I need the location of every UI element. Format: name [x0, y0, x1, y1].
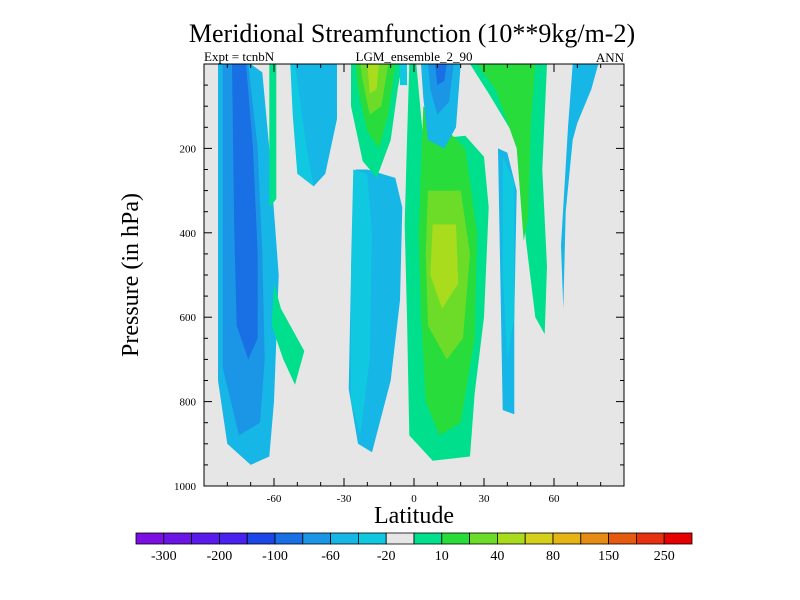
colorbar-swatch — [191, 532, 220, 545]
colorbar-swatch — [580, 532, 609, 545]
y-axis-label: Pressure (in hPa) — [118, 193, 144, 357]
colorbar-swatch — [552, 532, 582, 545]
x-axis-label: Latitude — [374, 503, 454, 529]
subtitle-season: ANN — [596, 50, 625, 65]
colorbar-swatch — [496, 532, 526, 545]
x-tick-label: -30 — [337, 493, 352, 505]
colorbar-swatch — [413, 532, 443, 545]
colorbar-swatch — [441, 532, 470, 545]
colorbar-label: 80 — [546, 549, 560, 564]
x-tick-label: 0 — [411, 493, 417, 505]
colorbar: -300 -200 -100 -60 -20 10 40 80 150 250 — [135, 532, 693, 564]
colorbar-label: 10 — [435, 549, 449, 564]
colorbar-label: -200 — [207, 549, 233, 564]
subtitle-experiment: Expt = tcnbN — [204, 49, 275, 64]
y-tick-label: 200 — [180, 143, 197, 155]
colorbar-swatch — [302, 532, 331, 545]
colorbar-swatch — [357, 532, 387, 545]
contour-region-nh-green-upper-40 — [477, 64, 536, 242]
colorbar-label: -20 — [377, 549, 396, 564]
colorbar-swatch — [524, 532, 554, 545]
y-tick-label: 800 — [180, 397, 197, 409]
colorbar-swatch — [608, 532, 637, 545]
contour-region-nh-blue-cell-core — [435, 64, 447, 86]
x-tick-label: 30 — [479, 493, 491, 505]
y-axis: 200 400 600 800 1000 — [174, 63, 624, 493]
colorbar-swatch — [163, 532, 193, 545]
colorbar-label: 250 — [654, 549, 675, 564]
contour-region-sh-polar-blue — [561, 64, 599, 309]
colorbar-swatch — [330, 532, 359, 545]
colorbar-label: 40 — [490, 549, 504, 564]
colorbar-label: -100 — [262, 549, 288, 564]
contour-region-sh-upper-cyan — [400, 64, 407, 86]
y-tick-label: 600 — [180, 312, 197, 324]
y-tick-label: 1000 — [174, 481, 197, 493]
contour-region-sh-upper-ferrel-edge — [290, 64, 314, 187]
contour-region-sh-cell-core — [232, 64, 258, 360]
chart-title: Meridional Streamfunction (10**9kg/m-2) — [189, 19, 635, 48]
contour-region-nh-blue-cell-60 — [428, 64, 454, 115]
colorbar-swatch — [246, 532, 276, 545]
colorbar-swatch — [385, 532, 415, 545]
colorbar-label: 150 — [598, 549, 619, 564]
colorbar-swatch — [218, 532, 248, 545]
x-tick-label: 60 — [549, 493, 561, 505]
colorbar-label: -300 — [151, 549, 177, 564]
contour-region-sh-green-strip — [269, 64, 277, 208]
contour-region-nh-blue-strip-edge — [502, 156, 515, 360]
contour-region-tropical-band-core — [430, 224, 459, 309]
x-axis: -60 -30 0 30 60 — [203, 64, 625, 505]
y-tick-label: 400 — [180, 228, 197, 240]
colorbar-swatch — [636, 532, 665, 545]
contour-region-sh-mid-blue-edge — [351, 169, 372, 436]
colorbar-swatch — [135, 532, 165, 545]
contour-region-upper-green-cell-core — [367, 64, 379, 94]
plot-area — [203, 63, 625, 487]
subtitle-ensemble: LGM_ensemble_2_90 — [356, 49, 473, 64]
colorbar-swatch — [469, 532, 498, 545]
colorbar-swatch — [663, 532, 693, 545]
colorbar-swatch — [274, 532, 304, 545]
x-tick-label: -60 — [267, 493, 282, 505]
contour-region-sh-green-patch — [271, 283, 305, 385]
colorbar-label: -60 — [321, 549, 340, 564]
